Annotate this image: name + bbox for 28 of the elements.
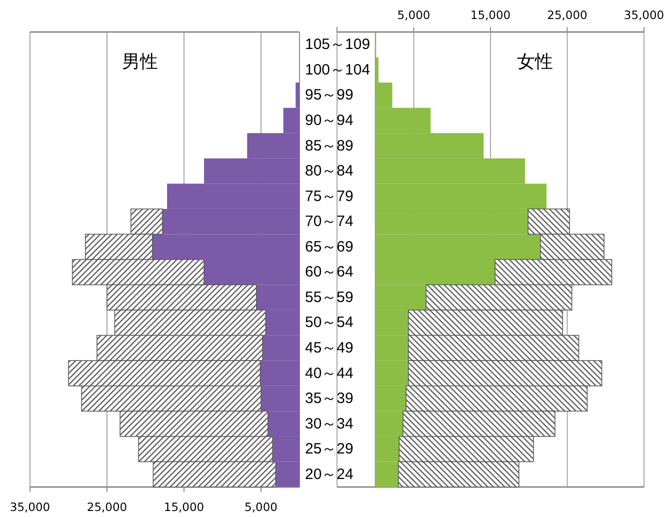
x-tick-label: 25,000	[547, 8, 588, 22]
y-tick-label: 70～74	[305, 213, 354, 230]
x-tick-label: 35,000	[624, 8, 664, 22]
text: 男性	[122, 52, 158, 72]
y-tick-label: 20～24	[305, 466, 354, 483]
x-tick-label: 5,000	[244, 500, 278, 514]
y-tick-label: 105～109	[305, 36, 370, 54]
y-tick-label: 60～64	[305, 264, 354, 281]
y-tick-label: 65～69	[305, 238, 354, 256]
x-tick-label: 25,000	[86, 500, 128, 514]
y-tick-label: 80～84	[305, 162, 354, 180]
text: 女性	[517, 52, 553, 72]
y-tick-label: 55～59	[305, 288, 354, 306]
x-tick-label: 35,000	[10, 500, 50, 514]
y-tick-label: 85～89	[305, 137, 354, 154]
y-tick-label: 35～39	[305, 390, 354, 408]
x-tick-label: 15,000	[470, 8, 511, 22]
y-tick-label: 100～104	[305, 61, 370, 78]
y-tick-label: 75～79	[305, 188, 354, 205]
y-tick-label: 95～99	[305, 86, 354, 104]
y-tick-label: 90～94	[305, 112, 354, 129]
x-tick-label: 5,000	[397, 8, 430, 22]
y-tick-label: 30～34	[305, 415, 354, 432]
x-tick-label: 15,000	[164, 500, 204, 514]
y-tick-label: 40～44	[305, 364, 354, 382]
y-tick-label: 45～49	[305, 339, 354, 356]
y-tick-label: 50～54	[305, 314, 354, 332]
y-tick-label: 25～29	[305, 440, 354, 458]
